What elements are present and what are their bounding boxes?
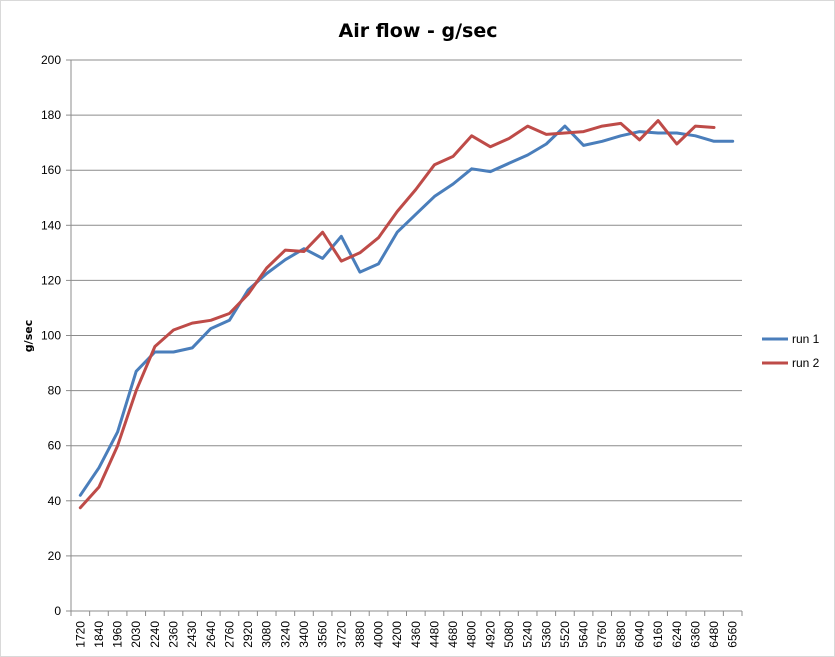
x-tick-label: 1960 [111,621,125,648]
x-tick-label: 3400 [297,621,311,648]
y-tick-label: 160 [41,163,61,177]
x-tick-label: 4800 [465,621,479,648]
x-tick-label: 5080 [502,621,516,648]
x-tick-label: 6480 [707,621,721,648]
x-tick-labels: 1720 1840 1960 2030 2240 2360 2430 2640 2760 2920… [73,621,739,648]
x-tick-label: 4920 [483,621,497,648]
x-tick-label: 5360 [539,621,553,648]
x-tick-label: 6560 [726,621,740,648]
x-tick-label: 5640 [577,621,591,648]
y-tick-label: 60 [48,439,62,453]
x-tick-label: 4200 [390,621,404,648]
y-tick-labels: 0 20 40 60 80 100 120 140 160 180 200 [41,53,61,618]
x-tick-label: 2240 [148,621,162,648]
legend: run 1 run 2 [762,332,820,370]
x-tick-label: 6160 [651,621,665,648]
x-tick-label: 2430 [185,621,199,648]
x-tick-label: 5880 [614,621,628,648]
x-tick-label: 5760 [595,621,609,648]
x-tick-label: 4680 [446,621,460,648]
x-tick-label: 3560 [316,621,330,648]
x-tick-label: 1720 [73,621,87,648]
x-tick-label: 4480 [427,621,441,648]
x-tick-label: 6240 [670,621,684,648]
y-tick-label: 140 [41,218,61,232]
x-tick-label: 6040 [632,621,646,648]
series-line-run-1 [78,124,735,497]
x-tick-label: 4000 [372,621,386,648]
y-tick-label: 20 [48,549,62,563]
x-tick-label: 2760 [222,621,236,648]
x-tick-label: 4360 [409,621,423,648]
y-tick-label: 0 [54,604,61,618]
x-tick-label: 5240 [521,621,535,648]
series-lines [78,119,735,510]
legend-label: run 2 [792,356,820,370]
y-tick-label: 40 [48,494,62,508]
chart-title: Air flow - g/sec [338,20,497,42]
x-tick-label: 2640 [204,621,218,648]
x-tick-label: 5520 [558,621,572,648]
x-tick-label: 1840 [92,621,106,648]
y-tick-label: 120 [41,273,61,287]
x-tick-label: 2920 [241,621,255,648]
y-axis-label: g/sec [22,320,35,352]
series-line-run-2 [78,119,716,510]
x-tick-label: 6360 [688,621,702,648]
x-tick-label: 3880 [353,621,367,648]
axes [70,60,743,616]
y-tick-label: 100 [41,329,61,343]
x-tick-label: 2360 [167,621,181,648]
y-tick-label: 80 [48,384,62,398]
y-tick-label: 200 [41,53,61,67]
x-tick-label: 3080 [260,621,274,648]
x-tick-label: 3720 [334,621,348,648]
x-tick-label: 2030 [129,621,143,648]
legend-label: run 1 [792,332,820,346]
x-tick-label: 3240 [278,621,292,648]
y-tick-label: 180 [41,108,61,122]
